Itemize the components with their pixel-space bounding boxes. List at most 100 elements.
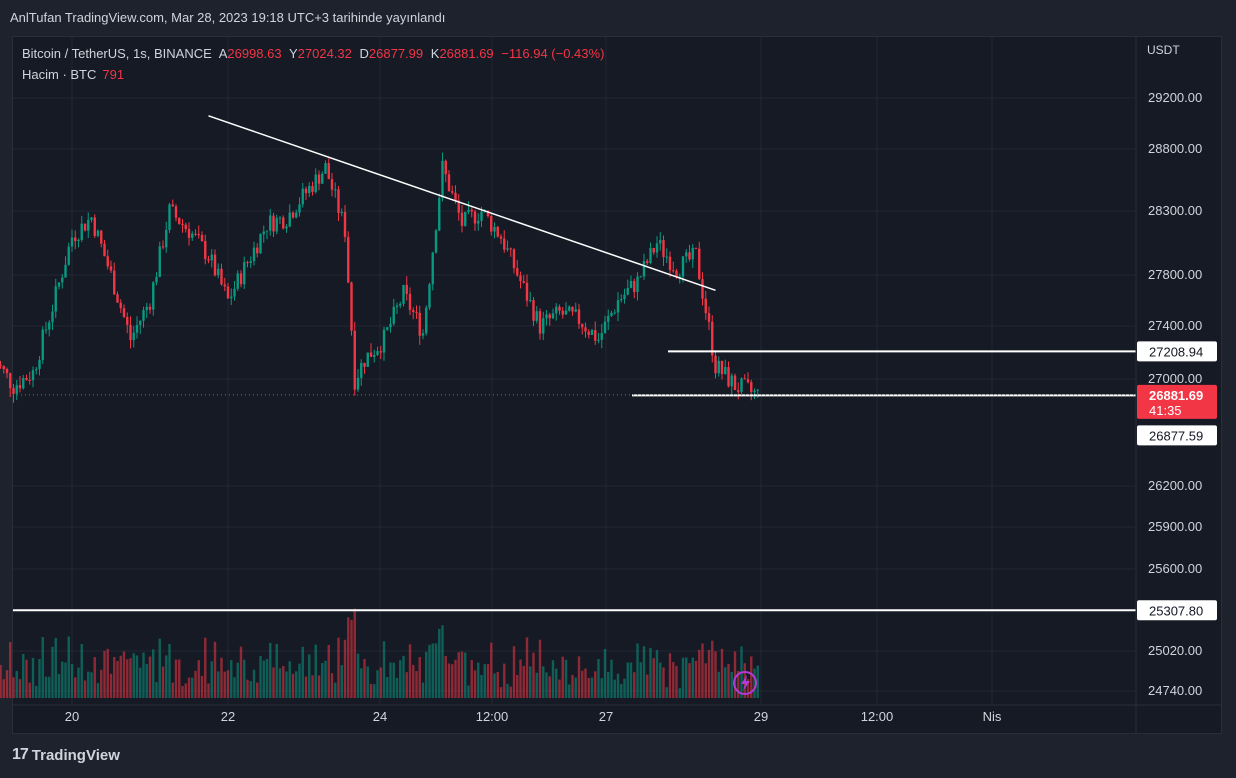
candle-body — [642, 260, 646, 277]
tradingview-logo-icon: 17 — [12, 746, 29, 763]
candle-body — [675, 270, 678, 278]
candle-body — [698, 248, 701, 280]
candle-body — [178, 217, 181, 225]
volume-bar — [67, 636, 70, 698]
candle-body — [28, 379, 31, 381]
volume-bar — [25, 659, 28, 698]
volume-bar — [415, 671, 418, 698]
volume-bar — [717, 671, 720, 698]
volume-legend[interactable]: Hacim · BTC 791 — [22, 67, 124, 82]
volume-bar — [174, 659, 178, 698]
volume-bar — [334, 682, 337, 698]
volume-bar — [490, 642, 493, 698]
volume-bar — [477, 662, 480, 698]
candle-body — [44, 329, 48, 331]
symbol-name[interactable]: Bitcoin / TetherUS, 1s, BINANCE — [22, 46, 212, 61]
volume-bar — [22, 653, 25, 698]
volume-bar — [441, 625, 444, 698]
candle-body — [217, 268, 220, 276]
volume-bar — [330, 673, 334, 698]
candle-body — [447, 174, 451, 192]
candle-body — [532, 300, 535, 321]
high-value: 27024.32 — [297, 46, 352, 61]
candle-body — [337, 189, 340, 213]
candle-body — [197, 233, 200, 236]
volume-bar — [659, 662, 662, 698]
volume-bar — [106, 648, 109, 698]
candle-body — [317, 174, 321, 184]
axes: 29200.00 28800.00 28300.00 27800.00 27400.00… — [13, 37, 1221, 733]
currency-label: USDT — [1147, 43, 1180, 57]
volume-bar — [597, 659, 600, 698]
volume-bar — [516, 674, 519, 698]
candle-body — [288, 212, 291, 227]
candle-body — [620, 299, 623, 301]
candle-body — [204, 241, 207, 260]
candle-body — [265, 230, 269, 232]
candle-body — [659, 240, 662, 244]
volume-bar — [197, 660, 200, 698]
candle-body — [12, 388, 15, 394]
candle-body — [649, 247, 652, 264]
volume-bar — [301, 646, 304, 698]
volume-bar — [337, 637, 340, 698]
candle-body — [165, 229, 168, 248]
volume-bar — [181, 686, 184, 698]
candle-body — [434, 230, 438, 253]
volume-bar — [535, 672, 538, 698]
candle-body — [441, 160, 444, 198]
volume-bar — [571, 674, 574, 698]
candle-body — [18, 385, 22, 389]
volume-bar — [259, 655, 262, 698]
volume-bar — [701, 643, 704, 698]
candle-body — [503, 238, 506, 250]
candle-body — [174, 206, 178, 218]
candle-body — [87, 219, 90, 231]
candle-body — [314, 174, 317, 192]
candle-body — [171, 204, 174, 207]
candle-body — [282, 217, 285, 229]
candle-body — [321, 173, 324, 184]
last-price-label-bg — [1137, 384, 1217, 419]
candle-body — [340, 212, 343, 214]
brand-footer[interactable]: 17 TradingView — [12, 746, 120, 764]
candle-body — [223, 284, 226, 287]
candle-body — [100, 230, 103, 244]
x-tick-label: 24 — [373, 709, 387, 724]
chart-frame[interactable] — [12, 36, 1222, 734]
volume-bar — [161, 666, 165, 698]
x-tick-label: 12:00 — [861, 709, 894, 724]
volume-bar — [548, 676, 551, 698]
volume-bar — [636, 643, 639, 698]
candle-body — [259, 234, 262, 254]
volume-bar — [434, 643, 438, 698]
candle-body — [262, 231, 265, 235]
candle-body — [285, 226, 288, 229]
candle-body — [269, 215, 272, 231]
volume-bar — [262, 660, 265, 698]
volume-bar — [568, 684, 571, 698]
candle-body — [720, 360, 724, 375]
symbol-legend[interactable]: Bitcoin / TetherUS, 1s, BINANCE A26998.6… — [22, 46, 608, 61]
candle-body — [80, 223, 83, 240]
volume-bar — [454, 659, 457, 698]
volume-bar — [590, 677, 594, 698]
candle-body — [756, 389, 759, 391]
x-tick-label: Nis — [983, 709, 1002, 724]
candle-body — [405, 284, 408, 294]
volume-bar — [389, 662, 392, 698]
volume-bar — [308, 654, 311, 698]
volume-bar — [204, 637, 207, 698]
volume-bar — [2, 679, 5, 698]
candle-body — [347, 236, 350, 283]
candle-body — [740, 378, 743, 392]
candle-body — [470, 209, 473, 212]
candle-body — [525, 282, 529, 301]
volume-bar — [119, 655, 122, 698]
candle-body — [733, 375, 737, 391]
candle-body — [464, 211, 467, 226]
volume-bar — [529, 666, 532, 698]
volume-bar — [707, 649, 711, 698]
candle-body — [139, 320, 142, 326]
